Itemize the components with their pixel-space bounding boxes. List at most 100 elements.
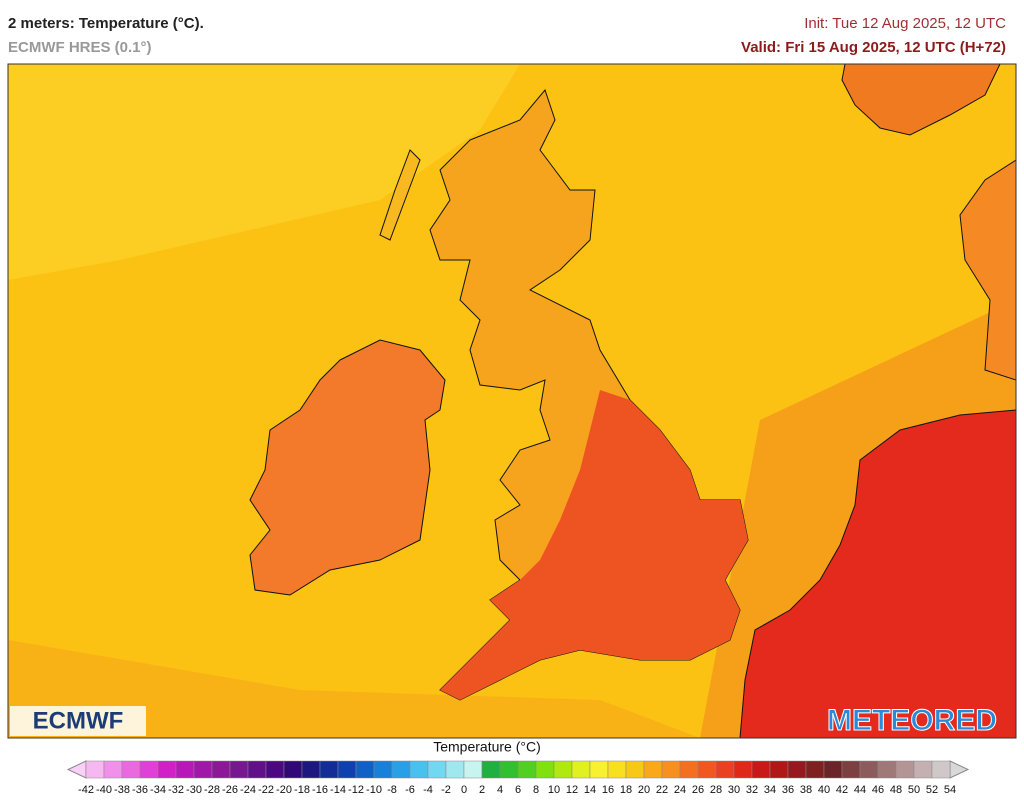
colorbar-swatch bbox=[499, 760, 519, 779]
colorbar-swatch bbox=[625, 760, 645, 779]
colorbar-swatch bbox=[661, 760, 681, 779]
colorbar-label: -34 bbox=[150, 784, 166, 796]
colorbar-label: 40 bbox=[818, 784, 830, 796]
colorbar-label: 20 bbox=[638, 784, 650, 796]
colorbar-label: -16 bbox=[312, 784, 328, 796]
colorbar-swatch bbox=[913, 760, 933, 779]
colorbar-swatch bbox=[355, 760, 375, 779]
colorbar-label: -2 bbox=[441, 784, 451, 796]
colorbar-swatch bbox=[247, 760, 267, 779]
denmark bbox=[959, 159, 1016, 381]
continent bbox=[739, 409, 1016, 738]
colorbar-swatch bbox=[877, 760, 897, 779]
colorbar-swatch bbox=[445, 760, 465, 779]
colorbar-label: 34 bbox=[764, 784, 776, 796]
colorbar-label: 42 bbox=[836, 784, 848, 796]
colorbar-label: -42 bbox=[78, 784, 94, 796]
colorbar-low-arrow bbox=[66, 760, 87, 779]
colorbar-label: -8 bbox=[387, 784, 397, 796]
colorbar-swatch bbox=[571, 760, 591, 779]
colorbar-label: -6 bbox=[405, 784, 415, 796]
colorbar-swatch bbox=[265, 760, 285, 779]
sea-warmer bbox=[8, 640, 700, 738]
colorbar-swatch bbox=[85, 760, 105, 779]
logo-left-bg bbox=[10, 706, 146, 736]
colorbar-swatch bbox=[931, 760, 951, 779]
title: 2 meters: Temperature (°C). bbox=[8, 15, 204, 32]
colorbar-label: 18 bbox=[620, 784, 632, 796]
colorbar-swatch bbox=[301, 760, 321, 779]
colorbar-label: 10 bbox=[548, 784, 560, 796]
colorbar-swatch bbox=[409, 760, 429, 779]
legend-title: Temperature (°C) bbox=[433, 739, 541, 755]
colorbar-swatch bbox=[211, 760, 231, 779]
colorbar-swatch bbox=[103, 760, 123, 779]
colorbar-label: -30 bbox=[186, 784, 202, 796]
colorbar-label: -20 bbox=[276, 784, 292, 796]
colorbar-label: 28 bbox=[710, 784, 722, 796]
colorbar-label: -38 bbox=[114, 784, 130, 796]
colorbar-swatch bbox=[175, 760, 195, 779]
england-hot bbox=[440, 390, 748, 700]
colorbar-swatch bbox=[733, 760, 753, 779]
colorbar-label: 6 bbox=[515, 784, 521, 796]
init-time: Init: Tue 12 Aug 2025, 12 UTC bbox=[804, 15, 1006, 32]
logo-left: ECMWF bbox=[33, 707, 124, 734]
colorbar-label: 38 bbox=[800, 784, 812, 796]
colorbar-swatch bbox=[391, 760, 411, 779]
logo-right: METEORED bbox=[827, 704, 997, 737]
colorbar-label: -10 bbox=[366, 784, 382, 796]
colorbar-label: 48 bbox=[890, 784, 902, 796]
colorbar-label: 46 bbox=[872, 784, 884, 796]
colorbar-label: 24 bbox=[674, 784, 686, 796]
colorbar-swatch bbox=[193, 760, 213, 779]
colorbar-swatch bbox=[679, 760, 699, 779]
colorbar-label: 26 bbox=[692, 784, 704, 796]
colorbar-label: -22 bbox=[258, 784, 274, 796]
colorbar-swatch bbox=[139, 760, 159, 779]
colorbar-swatch bbox=[715, 760, 735, 779]
colorbar-swatch bbox=[823, 760, 843, 779]
sea-cooler bbox=[8, 64, 520, 280]
colorbar-label: 32 bbox=[746, 784, 758, 796]
colorbar-swatch bbox=[229, 760, 249, 779]
colorbar-swatch bbox=[769, 760, 789, 779]
colorbar-label: 54 bbox=[944, 784, 956, 796]
colorbar-label: -14 bbox=[330, 784, 346, 796]
colorbar: -42 -40 -38 -36 -34 -32 -30 -28 -26 -24 -22 -20 -18-… bbox=[66, 760, 970, 796]
colorbar-high-arrow bbox=[949, 760, 970, 779]
ireland bbox=[249, 339, 446, 596]
colorbar-label: -12 bbox=[348, 784, 364, 796]
colorbar-label: 0 bbox=[461, 784, 467, 796]
colorbar-label: 30 bbox=[728, 784, 740, 796]
map: ECMWF METEORED bbox=[7, 63, 1017, 739]
colorbar-label: -26 bbox=[222, 784, 238, 796]
valid-time: Valid: Fri 15 Aug 2025, 12 UTC (H+72) bbox=[741, 39, 1006, 56]
colorbar-swatch bbox=[589, 760, 609, 779]
colorbar-swatch bbox=[157, 760, 177, 779]
colorbar-label: -24 bbox=[240, 784, 256, 796]
colorbar-label: 52 bbox=[926, 784, 938, 796]
colorbar-swatch bbox=[751, 760, 771, 779]
colorbar-label: 2 bbox=[479, 784, 485, 796]
colorbar-swatch bbox=[787, 760, 807, 779]
map-frame bbox=[7, 63, 1017, 739]
colorbar-label: 4 bbox=[497, 784, 503, 796]
colorbar-label: -36 bbox=[132, 784, 148, 796]
colorbar-swatch bbox=[895, 760, 915, 779]
colorbar-swatch bbox=[283, 760, 303, 779]
colorbar-swatch bbox=[553, 760, 573, 779]
colorbar-label: 14 bbox=[584, 784, 596, 796]
colorbar-swatch bbox=[517, 760, 537, 779]
colorbar-label: 22 bbox=[656, 784, 668, 796]
colorbar-swatch bbox=[337, 760, 357, 779]
colorbar-label: 36 bbox=[782, 784, 794, 796]
colorbar-swatch bbox=[697, 760, 717, 779]
colorbar-swatch bbox=[427, 760, 447, 779]
colorbar-swatch bbox=[805, 760, 825, 779]
colorbar-label: 50 bbox=[908, 784, 920, 796]
hebrides bbox=[379, 149, 421, 241]
colorbar-swatch bbox=[373, 760, 393, 779]
